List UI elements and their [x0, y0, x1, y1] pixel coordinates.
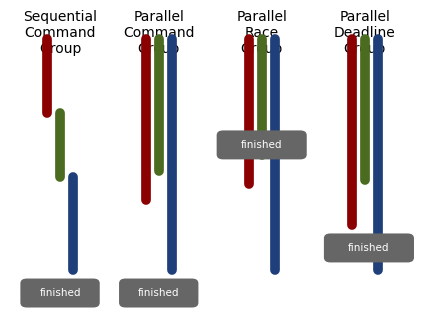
FancyBboxPatch shape: [21, 279, 100, 308]
FancyBboxPatch shape: [119, 279, 198, 308]
Text: finished: finished: [348, 243, 390, 253]
Text: finished: finished: [39, 288, 81, 298]
FancyBboxPatch shape: [217, 130, 307, 159]
FancyBboxPatch shape: [324, 233, 414, 262]
Text: finished: finished: [241, 140, 282, 150]
Text: Sequential
Command
Group: Sequential Command Group: [23, 10, 97, 56]
Text: finished: finished: [138, 288, 179, 298]
Text: Parallel
Race
Group: Parallel Race Group: [236, 10, 287, 56]
Text: Parallel
Deadline
Group: Parallel Deadline Group: [334, 10, 396, 56]
Text: Parallel
Command
Group: Parallel Command Group: [123, 10, 194, 56]
